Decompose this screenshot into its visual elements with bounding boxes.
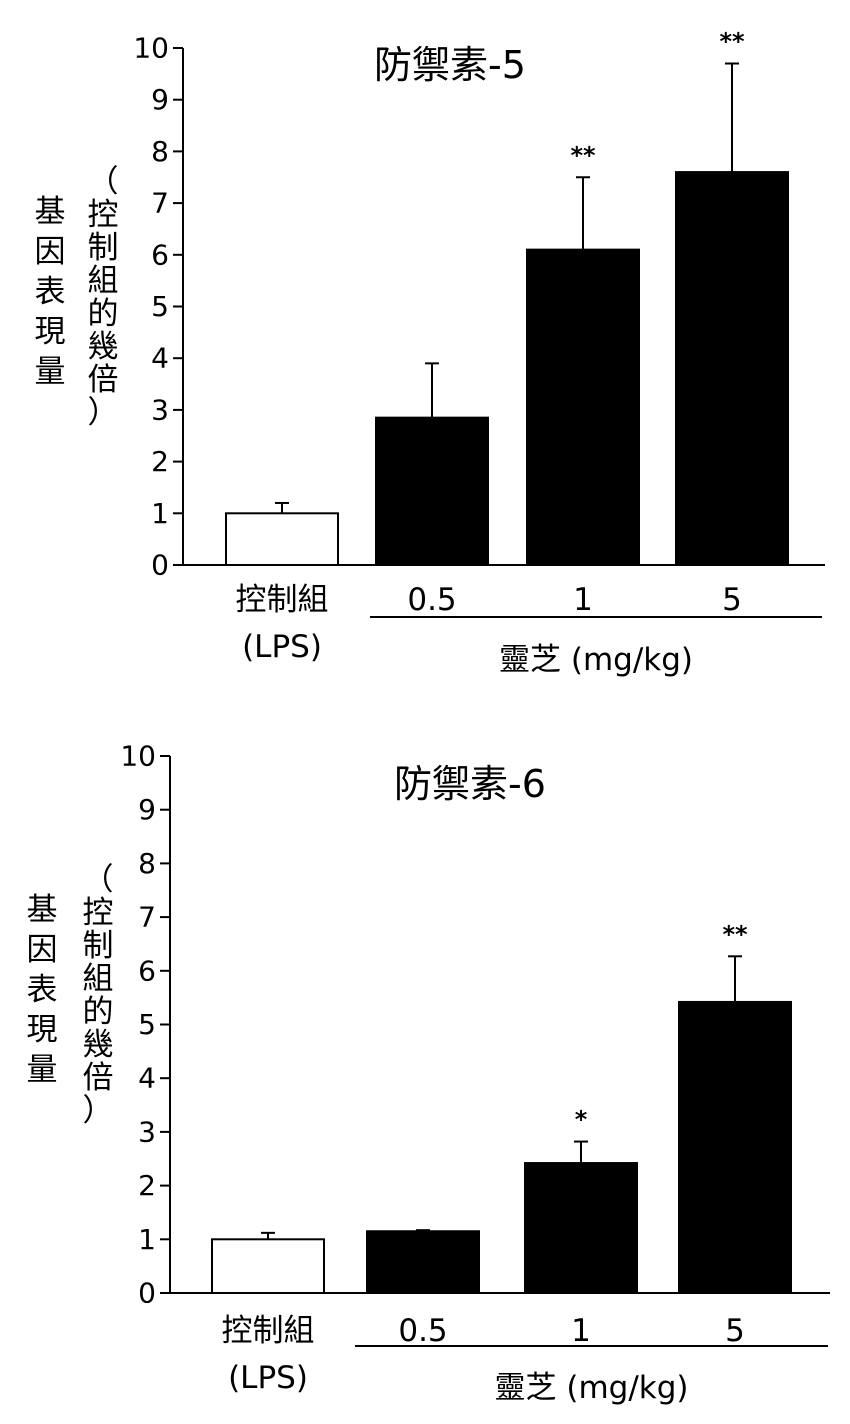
y-axis-label-outer: 現: [27, 1012, 58, 1048]
y-tick-label: 4: [138, 1062, 156, 1095]
significance-label: **: [719, 28, 745, 56]
x-tick-label: 1: [571, 1313, 591, 1349]
y-tick-label: 2: [151, 445, 169, 478]
y-tick-label: 3: [138, 1115, 156, 1148]
y-axis-label-outer: 量: [35, 354, 66, 390]
y-tick-label: 2: [138, 1169, 156, 1202]
significance-label: *: [575, 1106, 588, 1134]
y-axis-label-inner: 倍: [88, 362, 119, 398]
y-tick-label: 4: [151, 342, 169, 375]
y-axis-label-outer: 量: [27, 1052, 58, 1088]
bar: [678, 1000, 792, 1294]
bar: [375, 416, 489, 566]
bar: [366, 1230, 480, 1294]
x-tick-label: (LPS): [242, 629, 322, 665]
y-axis-label-inner: 幾: [88, 329, 119, 365]
y-tick-label: 10: [133, 32, 169, 65]
chart-panel-1: 防禦素-5012345678910基因表現量（控制組的幾倍）控制組(LPS)0.…: [35, 28, 825, 678]
x-tick-label: 5: [725, 1313, 745, 1349]
y-axis-label-inner: 控: [88, 197, 119, 233]
y-tick-label: 7: [151, 187, 169, 220]
significance-label: **: [570, 141, 596, 169]
y-tick-label: 1: [151, 497, 169, 530]
significance-label: **: [722, 920, 748, 948]
y-axis-label-inner: （: [83, 862, 114, 898]
y-axis-label-inner: 倍: [83, 1060, 114, 1096]
y-tick-label: 8: [151, 135, 169, 168]
y-axis-label-outer: 表: [35, 274, 66, 310]
x-tick-label: 5: [722, 582, 742, 618]
y-axis-label-inner: 控: [83, 895, 114, 931]
y-axis-label-inner: （: [88, 164, 119, 200]
y-tick-label: 10: [120, 740, 156, 773]
bar: [211, 1238, 325, 1295]
y-axis-label-inner: 幾: [83, 1027, 114, 1063]
x-tick-label: 0.5: [398, 1313, 447, 1349]
y-axis-label-outer: 基: [35, 194, 66, 230]
bar: [675, 171, 789, 567]
y-tick-label: 0: [138, 1277, 156, 1310]
bar: [524, 1162, 638, 1295]
y-axis-label-inner: 組: [83, 961, 114, 997]
y-axis-label-inner: 組: [88, 263, 119, 299]
y-axis-label-outer: 因: [35, 234, 66, 270]
y-tick-label: 0: [151, 549, 169, 582]
y-axis-label-inner: 制: [83, 928, 114, 964]
y-axis-label-outer: 基: [27, 892, 58, 928]
y-axis-label-outer: 表: [27, 972, 58, 1008]
x-tick-label: 1: [573, 582, 593, 618]
y-axis-label-outer: 因: [27, 932, 58, 968]
group-label: 靈芝 (mg/kg): [499, 642, 693, 678]
y-tick-label: 1: [138, 1223, 156, 1256]
chart-panel-2: 防禦素-6012345678910基因表現量（控制組的幾倍）控制組(LPS)0.…: [27, 740, 830, 1406]
y-tick-label: 6: [151, 238, 169, 271]
bar: [526, 248, 640, 566]
y-axis-label-inner: 制: [88, 230, 119, 266]
y-tick-label: 5: [138, 1008, 156, 1041]
y-tick-label: 3: [151, 393, 169, 426]
y-axis-label-inner: 的: [83, 994, 114, 1030]
x-tick-label: 0.5: [407, 582, 456, 618]
y-tick-label: 9: [138, 793, 156, 826]
y-axis-label-inner: 的: [88, 296, 119, 332]
bar: [225, 512, 339, 566]
group-label: 靈芝 (mg/kg): [495, 1370, 689, 1406]
y-tick-label: 7: [138, 901, 156, 934]
y-axis-label-inner: ）: [88, 395, 119, 431]
chart-title: 防禦素-5: [374, 43, 526, 87]
y-tick-label: 5: [151, 290, 169, 323]
y-axis-label-outer: 現: [35, 314, 66, 350]
x-tick-label: (LPS): [228, 1360, 308, 1396]
y-axis-label-inner: ）: [83, 1093, 114, 1129]
x-tick-label: 控制組: [236, 582, 329, 618]
y-tick-label: 8: [138, 847, 156, 880]
x-tick-label: 控制組: [222, 1313, 315, 1349]
y-tick-label: 6: [138, 954, 156, 987]
chart-title: 防禦素-6: [394, 762, 546, 806]
y-tick-label: 9: [151, 83, 169, 116]
